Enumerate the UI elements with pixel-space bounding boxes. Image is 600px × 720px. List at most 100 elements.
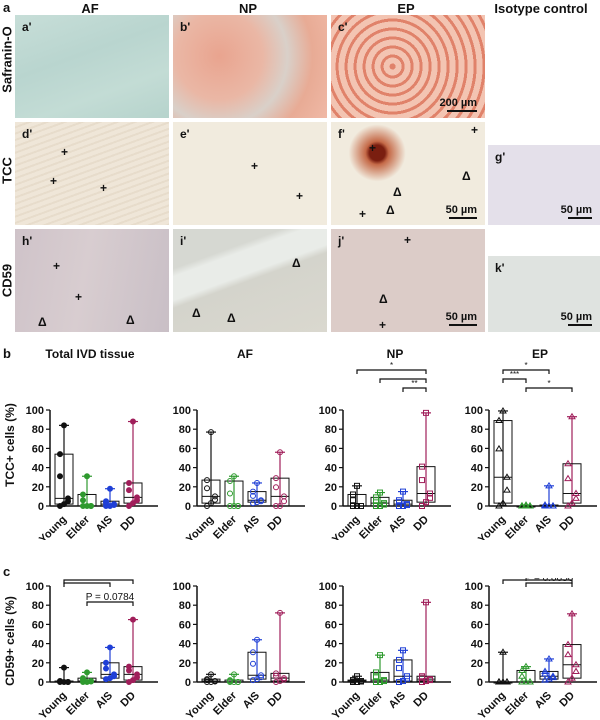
svg-text:20: 20 <box>325 658 337 670</box>
svg-text:*: * <box>524 362 527 370</box>
micrograph-j: j' + Δ + 50 µm <box>331 229 485 332</box>
svg-text:Young: Young <box>184 514 216 540</box>
significance-np: *** <box>356 362 427 392</box>
image-label: k' <box>495 261 505 275</box>
svg-text:40: 40 <box>32 463 44 475</box>
negative-marker: Δ <box>393 185 402 199</box>
svg-text:DD: DD <box>411 514 431 534</box>
column-header-af: AF <box>81 1 99 16</box>
svg-text:0: 0 <box>185 501 191 513</box>
svg-text:100: 100 <box>465 405 483 417</box>
micrograph-g: g' 50 µm <box>488 145 600 225</box>
svg-text:AIS: AIS <box>241 514 262 535</box>
svg-text:AIS: AIS <box>533 514 554 535</box>
svg-text:100: 100 <box>465 581 483 593</box>
micrograph-a: a' <box>15 15 169 118</box>
scale-bar: 50 µm <box>561 311 592 326</box>
svg-text:0: 0 <box>38 677 44 689</box>
micrograph-c: c' 200 µm <box>331 15 485 118</box>
svg-text:20: 20 <box>179 482 191 494</box>
scale-bar: 50 µm <box>446 311 477 326</box>
svg-text:Young: Young <box>37 690 69 720</box>
svg-text:0: 0 <box>38 501 44 513</box>
negative-marker: Δ <box>292 256 301 270</box>
negative-marker: Δ <box>462 169 471 183</box>
image-label: f' <box>338 127 345 141</box>
svg-text:60: 60 <box>325 619 337 631</box>
svg-text:DD: DD <box>411 690 431 710</box>
svg-text:80: 80 <box>471 600 483 612</box>
negative-marker: Δ <box>386 203 395 217</box>
svg-text:100: 100 <box>26 581 44 593</box>
svg-text:AIS: AIS <box>387 690 408 711</box>
svg-text:DD: DD <box>118 690 138 710</box>
panel-a-letter: a <box>3 0 11 15</box>
svg-text:60: 60 <box>179 443 191 455</box>
significance-ep: ***** <box>502 362 573 392</box>
svg-text:100: 100 <box>173 581 191 593</box>
positive-marker: + <box>471 123 479 137</box>
ylabel-cd59: CD59+ cells (%) <box>3 596 17 686</box>
svg-text:Young: Young <box>330 690 362 720</box>
negative-marker: Δ <box>38 315 47 329</box>
svg-text:100: 100 <box>173 405 191 417</box>
panel-c-letter: c <box>3 564 11 579</box>
svg-text:40: 40 <box>325 463 337 475</box>
negative-marker: Δ <box>227 311 236 325</box>
svg-text:0: 0 <box>185 677 191 689</box>
micrograph-h: h' + + Δ Δ <box>15 229 169 332</box>
micrograph-i: i' Δ Δ Δ <box>173 229 327 332</box>
svg-text:20: 20 <box>471 482 483 494</box>
svg-text:60: 60 <box>325 443 337 455</box>
ylabel-tcc: TCC+ cells (%) <box>3 403 17 487</box>
column-header-ep: EP <box>397 1 415 16</box>
scale-bar: 200 µm <box>439 97 477 112</box>
svg-text:0: 0 <box>477 501 483 513</box>
image-label: h' <box>22 234 33 248</box>
svg-text:**: ** <box>534 578 542 580</box>
svg-text:AIS: AIS <box>94 690 115 711</box>
svg-text:Elder: Elder <box>211 689 239 717</box>
svg-text:P = 0.0656: P = 0.0656 <box>525 578 574 584</box>
svg-text:40: 40 <box>32 639 44 651</box>
svg-text:DD: DD <box>265 690 285 710</box>
svg-text:Elder: Elder <box>503 513 531 540</box>
svg-text:80: 80 <box>32 600 44 612</box>
negative-marker: Δ <box>379 292 388 306</box>
svg-text:40: 40 <box>471 639 483 651</box>
image-label: g' <box>495 150 506 164</box>
positive-marker: + <box>75 290 83 304</box>
svg-text:60: 60 <box>179 619 191 631</box>
svg-text:80: 80 <box>471 424 483 436</box>
svg-text:100: 100 <box>26 405 44 417</box>
chart-title-total: Total IVD tissue <box>45 347 135 361</box>
svg-text:Elder: Elder <box>64 513 92 540</box>
svg-text:20: 20 <box>325 482 337 494</box>
svg-text:0: 0 <box>477 677 483 689</box>
negative-marker: Δ <box>192 306 201 320</box>
svg-text:60: 60 <box>32 443 44 455</box>
svg-text:*: * <box>97 578 101 580</box>
image-label: c' <box>338 20 348 34</box>
svg-text:AIS: AIS <box>241 690 262 711</box>
svg-text:80: 80 <box>32 424 44 436</box>
row-header-cd59: CD59 <box>0 263 15 298</box>
micrograph-f: f' + + + Δ Δ Δ 50 µm <box>331 122 485 225</box>
svg-text:0: 0 <box>331 501 337 513</box>
svg-text:40: 40 <box>471 463 483 475</box>
svg-text:80: 80 <box>179 424 191 436</box>
svg-text:DD: DD <box>118 514 138 534</box>
svg-text:AIS: AIS <box>94 514 115 535</box>
svg-text:Young: Young <box>330 514 362 540</box>
svg-text:60: 60 <box>471 619 483 631</box>
svg-text:Young: Young <box>476 690 508 720</box>
micrograph-b: b' <box>173 15 327 118</box>
image-label: a' <box>22 20 32 34</box>
positive-marker: + <box>251 159 259 173</box>
